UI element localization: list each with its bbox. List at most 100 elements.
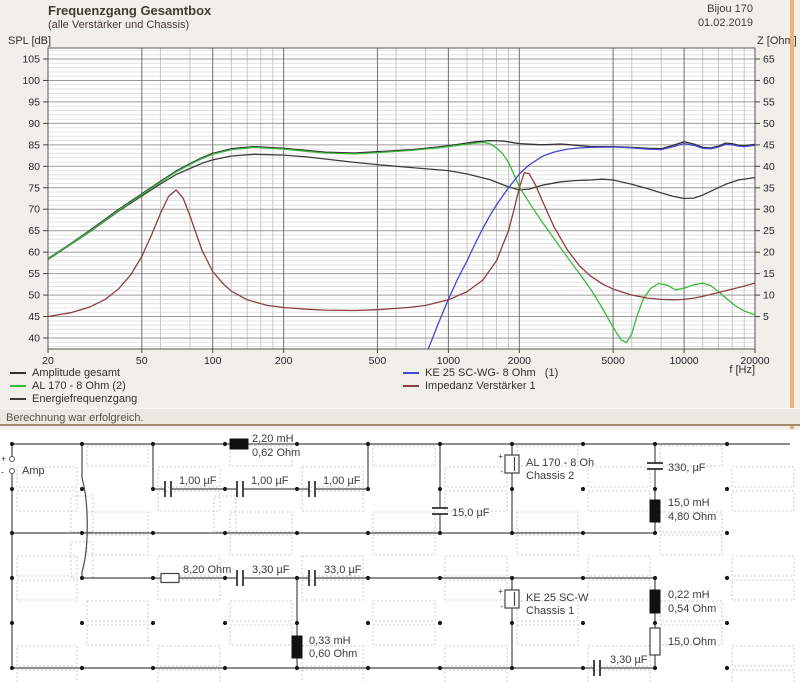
x-tick: 10000 [669, 355, 698, 367]
label-c8: 3,30 µF [610, 654, 648, 666]
label-c5: 330, µF [668, 462, 706, 474]
y-right-tick: 50 [763, 118, 775, 130]
y-left-tick: 70 [28, 204, 40, 216]
chart-panel: 105 100 95 90 85 80 75 70 65 60 55 50 45 40 65 60 55 50 45… [0, 0, 800, 430]
label-sp2b: Chassis 2 [526, 470, 574, 482]
label-l4a: 0,22 mH [668, 589, 710, 601]
legend-item-amplitude: Amplitude gesamt [10, 366, 137, 379]
y-left-tick: 65 [28, 225, 40, 237]
capacitor-c6[interactable] [236, 570, 244, 586]
y-right-tick: 40 [763, 161, 775, 173]
y-left-tick: 50 [28, 290, 40, 302]
y-right-tick: 20 [763, 247, 775, 259]
y-left-tick: 75 [28, 182, 40, 194]
inductor-l4[interactable] [649, 589, 661, 614]
x-tick: 20000 [740, 355, 769, 367]
y-left-tick: 95 [28, 96, 40, 108]
label-c3: 1,00 µF [323, 475, 361, 487]
label-l1a: 2,20 mH [252, 433, 294, 445]
amplifier[interactable]: +- [1, 454, 15, 477]
y-right-tick: 55 [763, 96, 775, 108]
legend-item-ke25: KE 25 SC-WG- 8 Ohm (1) [403, 366, 558, 379]
status-bar: Berechnung war erfolgreich. [0, 408, 800, 426]
grid-dots [9, 441, 730, 671]
x-tick: 50 [136, 355, 148, 367]
project-name: Bijou 170 [707, 3, 753, 15]
resistor-r1[interactable] [160, 572, 180, 584]
legend-label-ke25: KE 25 SC-WG- 8 Ohm (1) [425, 366, 559, 379]
chart-grid [48, 48, 756, 349]
legend-line-energie [10, 397, 26, 400]
axis-label-f: f [Hz] [729, 364, 755, 376]
capacitor-c2[interactable] [236, 481, 244, 497]
y-left-tick: 85 [28, 139, 40, 151]
legend-label-impedanz: Impedanz Verstärker 1 [425, 379, 536, 392]
legend-line-ke25 [403, 371, 419, 374]
y-right-tick: 25 [763, 225, 775, 237]
legend-item-energie: Energiefrequenzgang [10, 392, 137, 405]
y-left-tick: 60 [28, 247, 40, 259]
y-left-tick: 80 [28, 161, 40, 173]
x-tick: 100 [204, 355, 222, 367]
label-c2: 1,00 µF [251, 475, 289, 487]
legend-line-impedanz [403, 384, 419, 387]
y-left-tick: 55 [28, 268, 40, 280]
plus-terminal-icon: + [498, 452, 503, 461]
capacitor-c3[interactable] [308, 481, 316, 497]
x-tick: 500 [369, 355, 387, 367]
amp-plus-icon: + [1, 454, 6, 464]
status-message: Berechnung war erfolgreich. [6, 412, 144, 424]
component-labels: 2,20 mH 0,62 Ohm 1,00 µF 1,00 µF 1,00 µF 15,0… [22, 433, 716, 666]
capacitor-c5[interactable] [647, 462, 663, 470]
axis-label-spl: SPL [dB] [8, 35, 52, 47]
crossover-hop-wire [81, 444, 88, 578]
chassis-ke25[interactable]: +- [498, 587, 520, 611]
inductor-l1[interactable] [229, 438, 249, 450]
legend: Amplitude gesamt AL 170 - 8 Ohm (2) Ener… [0, 366, 800, 406]
legend-item-impedanz: Impedanz Verstärker 1 [403, 379, 558, 392]
chart-svg: 1051009590858075706560555045406560555045… [22, 47, 775, 367]
label-l3b: 0,60 Ohm [309, 648, 357, 660]
label-l3a: 0,33 mH [309, 635, 351, 647]
x-tick: 1000 [437, 355, 461, 367]
capacitor-c4[interactable] [432, 507, 448, 515]
capacitor-c7[interactable] [308, 570, 316, 586]
minus-terminal-icon: - [500, 467, 503, 476]
page-subtitle: (alle Verstärker und Chassis) [48, 19, 190, 31]
curve-amplitude [48, 139, 755, 260]
label-r1: 8,20 Ohm [183, 564, 231, 576]
curve-ke25 [427, 142, 755, 349]
label-c1: 1,00 µF [179, 475, 217, 487]
legend-line-al170 [10, 384, 26, 387]
y-left-tick: 90 [28, 118, 40, 130]
chart-axis-ticks: 1051009590858075706560555045406560555045… [22, 54, 774, 367]
legend-label-amplitude: Amplitude gesamt [32, 366, 121, 379]
x-tick: 200 [275, 355, 293, 367]
y-right-tick: 30 [763, 204, 775, 216]
label-l2b: 4,80 Ohm [668, 511, 716, 523]
label-sp1b: Chassis 1 [526, 605, 574, 617]
inductor-l3[interactable] [291, 635, 303, 659]
capacitor-c8[interactable] [593, 660, 601, 676]
label-l1b: 0,62 Ohm [252, 447, 300, 459]
project-date: 01.02.2019 [697, 17, 753, 29]
chassis-al170[interactable]: +- [498, 452, 520, 476]
y-right-tick: 45 [763, 139, 775, 151]
label-c7: 33,0 µF [324, 564, 362, 576]
capacitor-c1[interactable] [164, 481, 172, 497]
x-tick: 5000 [601, 355, 625, 367]
inductor-l2[interactable] [649, 499, 661, 523]
x-tick: 20 [42, 355, 54, 367]
y-left-tick: 40 [28, 333, 40, 345]
wires [11, 443, 790, 669]
y-right-tick: 65 [763, 54, 775, 66]
legend-label-al170: AL 170 - 8 Ohm (2) [32, 379, 126, 392]
y-right-tick: 10 [763, 290, 775, 302]
axis-label-z: Z [Ohm] [757, 35, 797, 47]
label-l4b: 0,54 Ohm [668, 603, 716, 615]
page-title: Frequenzgang Gesamtbox [48, 3, 212, 18]
curve-energie [48, 153, 755, 261]
resistor-r2[interactable] [649, 627, 661, 656]
plus-terminal-icon: + [498, 587, 503, 596]
